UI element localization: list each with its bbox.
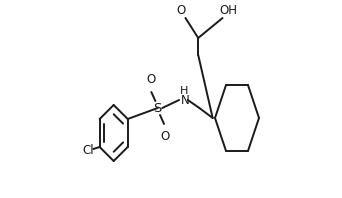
Text: Cl: Cl <box>83 145 94 157</box>
Text: O: O <box>160 130 169 144</box>
Text: S: S <box>154 102 162 114</box>
Text: N: N <box>181 93 189 107</box>
Text: O: O <box>146 72 155 86</box>
Text: H: H <box>180 86 188 96</box>
Text: O: O <box>177 4 186 16</box>
Text: OH: OH <box>219 4 237 16</box>
